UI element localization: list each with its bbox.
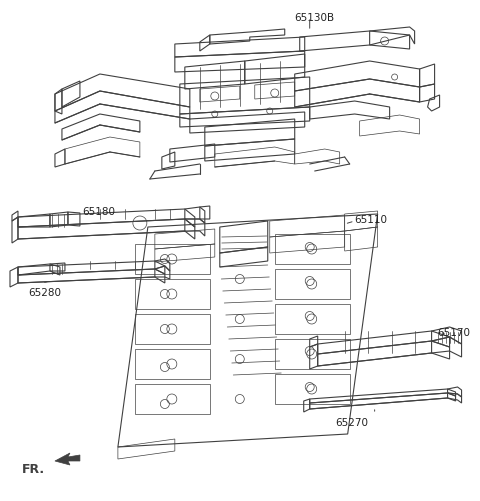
Text: 65170: 65170 <box>438 327 470 337</box>
Text: 65180: 65180 <box>82 206 115 216</box>
Text: FR.: FR. <box>22 462 45 475</box>
Text: 65270: 65270 <box>335 417 368 427</box>
Text: 65130B: 65130B <box>295 13 335 23</box>
Text: 65110: 65110 <box>355 214 388 224</box>
Text: 65280: 65280 <box>28 288 61 298</box>
Polygon shape <box>55 453 80 465</box>
